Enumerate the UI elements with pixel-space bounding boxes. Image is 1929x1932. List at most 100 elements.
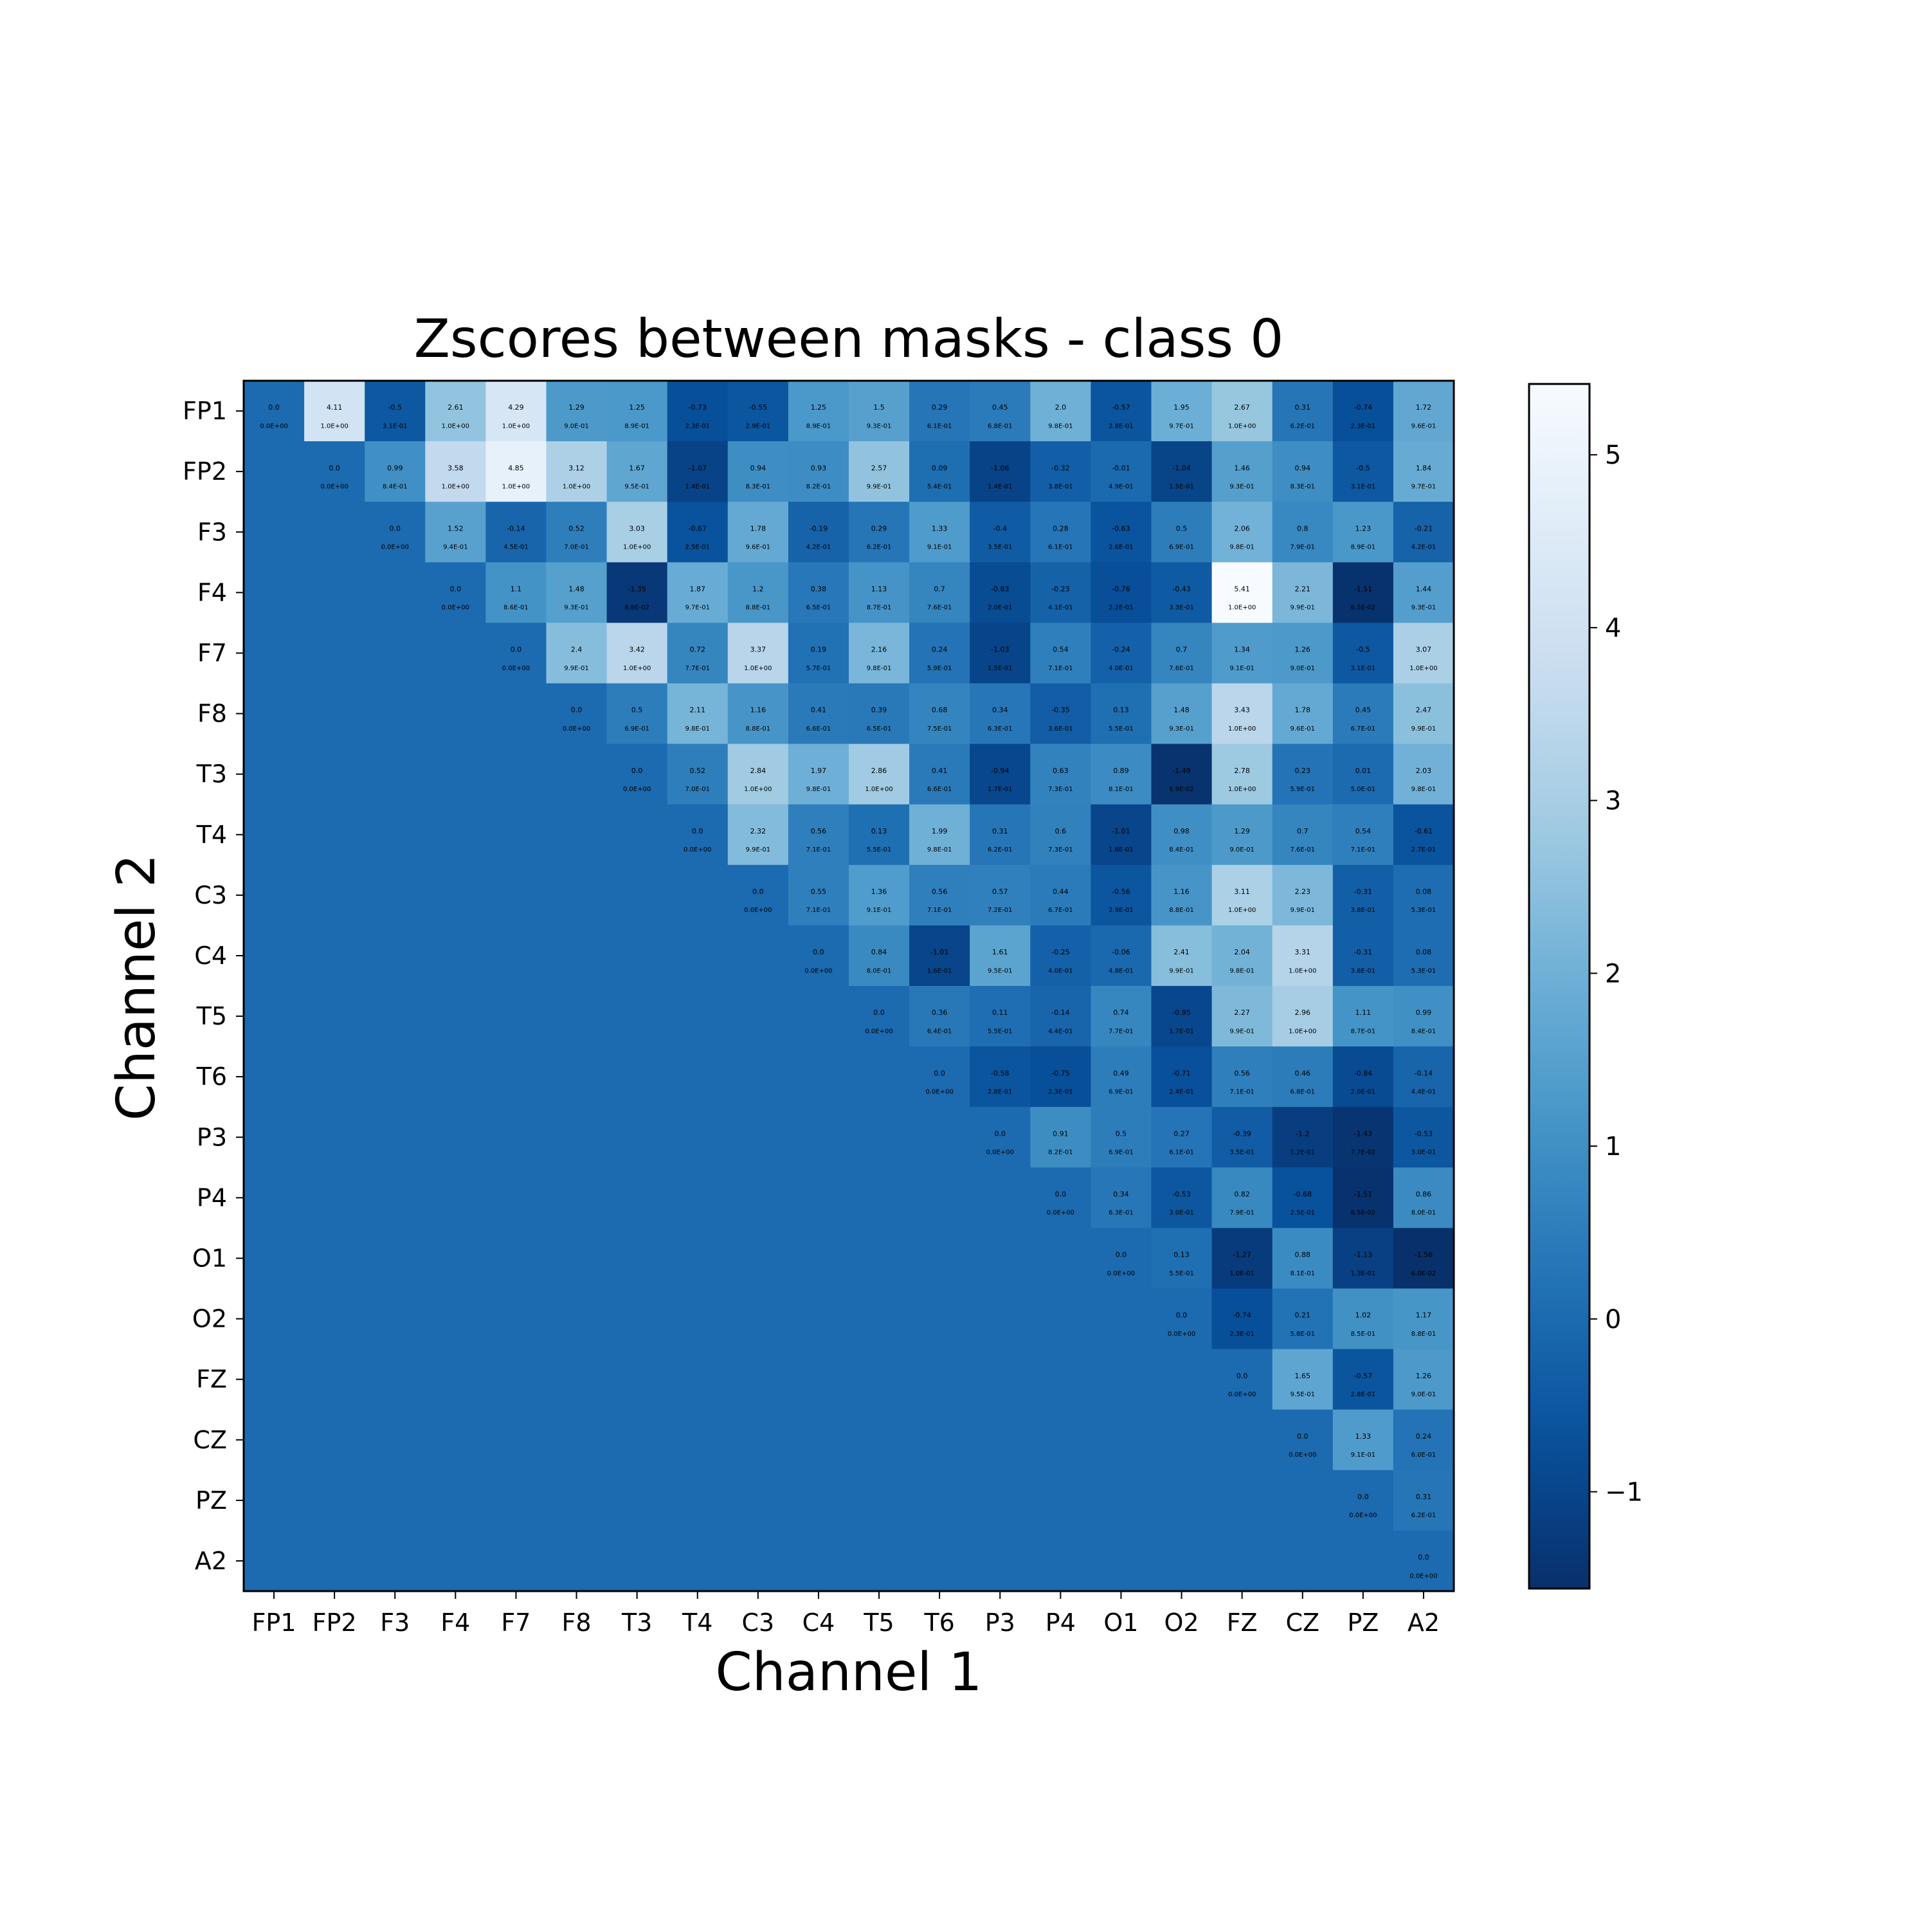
- heatmap-cell: [970, 743, 1031, 805]
- cell-value-label: -1.51: [1354, 585, 1372, 593]
- heatmap-cell: [244, 804, 305, 866]
- cell-value-label: 2.96: [1295, 1008, 1311, 1017]
- cell-pvalue-label: 9.8E-01: [806, 786, 831, 793]
- cell-pvalue-label: 9.5E-01: [988, 967, 1013, 974]
- heatmap-cell: [365, 623, 426, 684]
- cell-pvalue-label: 1.0E+00: [563, 484, 590, 491]
- cell-value-label: -0.57: [1354, 1372, 1372, 1380]
- cell-pvalue-label: 5.5E-01: [867, 846, 892, 853]
- heatmap-cell: [727, 1107, 789, 1168]
- heatmap-cell: [1272, 804, 1334, 866]
- cell-pvalue-label: 8.6E-01: [503, 605, 529, 612]
- heatmap-cell: [606, 925, 668, 987]
- heatmap-cell: [606, 1167, 668, 1228]
- cell-value-label: 0.0: [571, 706, 583, 715]
- heatmap-cell: [1151, 1167, 1213, 1228]
- cell-value-label: -0.57: [1112, 403, 1130, 412]
- heatmap-cell: [606, 743, 668, 805]
- heatmap-cell: [365, 925, 426, 987]
- cell-value-label: 1.33: [932, 524, 948, 533]
- cell-pvalue-label: 1.0E+00: [1289, 967, 1316, 974]
- heatmap-cell: [727, 1409, 789, 1471]
- y-tick-label: P3: [197, 1123, 227, 1151]
- heatmap-cell: [1091, 623, 1152, 684]
- cell-value-label: -1.49: [1172, 767, 1190, 775]
- y-tick-label: T5: [196, 1002, 227, 1030]
- x-tick-label: C3: [741, 1608, 774, 1637]
- cell-value-label: 0.99: [1416, 1008, 1432, 1017]
- cell-value-label: 0.0: [268, 403, 280, 412]
- heatmap-cell: [727, 804, 789, 866]
- cell-value-label: 0.36: [932, 1008, 948, 1017]
- cell-pvalue-label: 9.3E-01: [1169, 725, 1194, 733]
- cell-value-label: 0.0: [1418, 1553, 1429, 1562]
- cell-value-label: -0.39: [1233, 1129, 1251, 1138]
- y-tick-label: FZ: [196, 1365, 227, 1394]
- heatmap-cell: [546, 502, 608, 563]
- cell-value-label: 0.44: [1053, 888, 1069, 896]
- heatmap-cell: [849, 1288, 910, 1350]
- cell-value-label: -0.84: [1354, 1069, 1372, 1077]
- cell-pvalue-label: 0.0E+00: [684, 846, 711, 853]
- cell-value-label: 4.11: [327, 403, 343, 412]
- cell-pvalue-label: 3.1E-01: [1351, 484, 1376, 491]
- cell-value-label: -0.14: [1051, 1008, 1069, 1017]
- cell-value-label: 2.04: [1234, 948, 1250, 956]
- heatmap-cell: [606, 441, 668, 502]
- y-tick-label: F4: [197, 578, 227, 606]
- cell-pvalue-label: 0.0E+00: [1228, 1391, 1256, 1398]
- cell-value-label: 0.0: [1297, 1432, 1309, 1441]
- cell-pvalue-label: 2.9E-01: [1109, 907, 1134, 914]
- heatmap-cell: [1091, 441, 1152, 502]
- heatmap-cell: [909, 925, 970, 987]
- heatmap-cell: [1332, 1046, 1394, 1107]
- heatmap-cell: [425, 683, 486, 745]
- x-tick-label: FZ: [1227, 1608, 1258, 1637]
- cell-value-label: 0.08: [1416, 888, 1432, 896]
- heatmap-cell: [849, 925, 910, 987]
- heatmap-cell: [425, 562, 486, 623]
- cell-value-label: 1.25: [629, 403, 645, 412]
- heatmap-cell: [909, 683, 970, 745]
- cell-value-label: -1.01: [930, 948, 948, 956]
- heatmap-cell: [304, 1288, 365, 1350]
- heatmap-cell: [546, 1107, 608, 1168]
- x-tick-label: C4: [802, 1608, 835, 1637]
- heatmap-cell: [1393, 804, 1454, 866]
- heatmap-cell: [1211, 683, 1273, 745]
- cell-pvalue-label: 4.2E-01: [806, 544, 831, 551]
- cell-pvalue-label: 4.9E-01: [1109, 484, 1134, 491]
- heatmap-cell: [244, 1288, 305, 1350]
- heatmap-cell: [970, 502, 1031, 563]
- heatmap-cell: [1091, 1167, 1152, 1228]
- y-tick-label: C4: [194, 942, 227, 970]
- cell-pvalue-label: 8.8E-01: [746, 725, 771, 733]
- cell-pvalue-label: 6.8E-01: [988, 423, 1013, 430]
- heatmap-cell: [1211, 1530, 1273, 1592]
- cell-pvalue-label: 6.5E-02: [1351, 1210, 1376, 1217]
- heatmap-cell: [1091, 683, 1152, 745]
- heatmap-cell: [1091, 562, 1152, 623]
- heatmap-cell: [1030, 1107, 1091, 1168]
- cell-value-label: 0.29: [871, 524, 887, 533]
- heatmap-cell: [546, 683, 608, 745]
- heatmap-cell: [304, 502, 365, 563]
- heatmap-cell: [1393, 1288, 1454, 1350]
- cell-pvalue-label: 0.0E+00: [1409, 1572, 1437, 1580]
- heatmap-cell: [1030, 1167, 1091, 1228]
- cell-pvalue-label: 0.0E+00: [925, 1089, 953, 1096]
- cell-pvalue-label: 4.0E-01: [1048, 967, 1073, 974]
- heatmap-cell: [970, 864, 1031, 926]
- cell-pvalue-label: 0.0E+00: [1349, 1512, 1377, 1519]
- cell-pvalue-label: 1.0E+00: [442, 484, 469, 491]
- cell-pvalue-label: 4.2E-01: [1411, 544, 1436, 551]
- heatmap-cell: [1151, 1107, 1213, 1168]
- heatmap-cell: [546, 925, 608, 987]
- heatmap-cell: [1151, 1409, 1213, 1471]
- cell-pvalue-label: 9.1E-01: [867, 907, 892, 914]
- cell-pvalue-label: 1.6E-01: [927, 967, 952, 974]
- heatmap-cell: [1030, 1228, 1091, 1290]
- cell-value-label: -0.32: [1051, 464, 1069, 472]
- cell-pvalue-label: 6.1E-01: [1048, 544, 1073, 551]
- x-tick-label: F3: [380, 1608, 410, 1637]
